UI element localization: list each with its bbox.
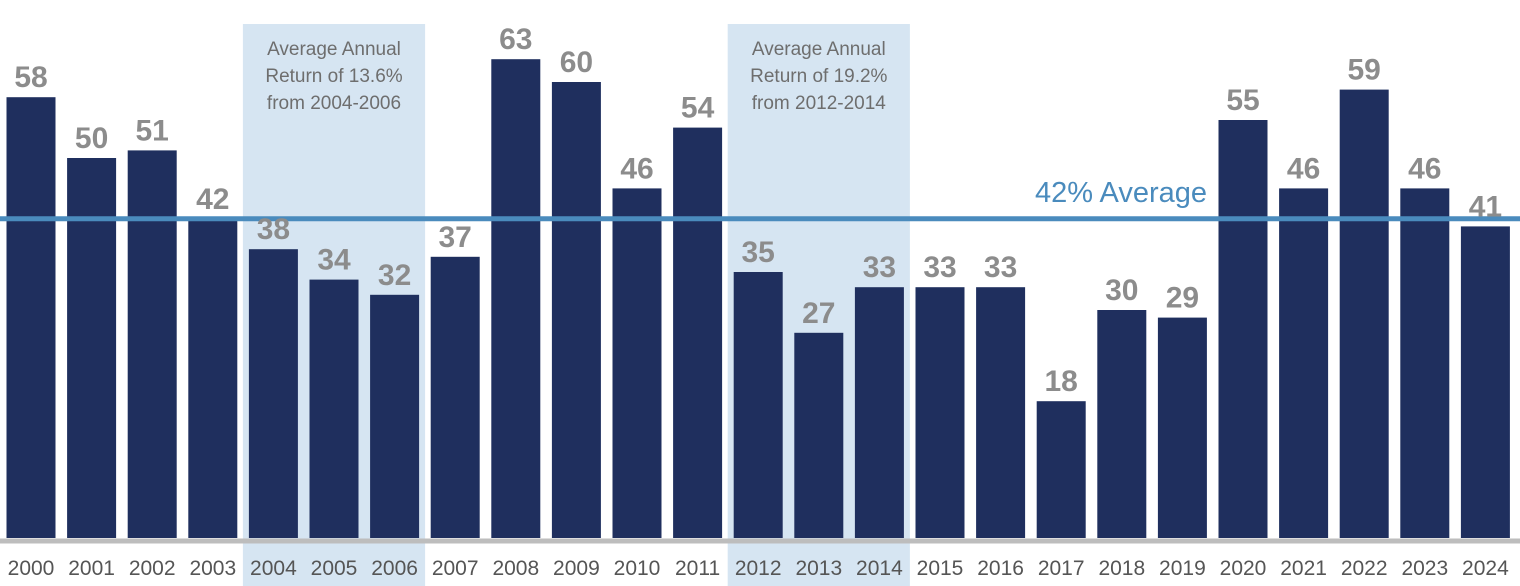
- value-label: 37: [439, 221, 472, 254]
- bar: [673, 127, 723, 538]
- highlight-annotation: Return of 13.6%: [265, 66, 402, 87]
- bar: [67, 158, 117, 538]
- x-tick-label: 2012: [735, 557, 782, 580]
- highlight-annotation: from 2012-2014: [752, 93, 887, 114]
- value-label: 35: [742, 236, 775, 269]
- value-label: 55: [1226, 84, 1259, 117]
- bar: [6, 97, 56, 538]
- value-label: 58: [14, 61, 47, 94]
- average-label: 42% Average: [1035, 177, 1207, 209]
- highlight-annotation: Average Annual: [267, 39, 401, 60]
- x-tick-label: 2023: [1401, 557, 1448, 580]
- value-label: 51: [136, 114, 169, 147]
- bar: [551, 82, 601, 538]
- x-tick-label: 2005: [311, 557, 358, 580]
- x-tick-label: 2015: [917, 557, 964, 580]
- bar: [188, 218, 238, 539]
- x-tick-label: 2021: [1280, 557, 1327, 580]
- highlight-annotation: Return of 19.2%: [750, 66, 887, 87]
- value-label: 33: [863, 251, 896, 284]
- bar: [1400, 188, 1450, 538]
- value-label: 34: [317, 244, 351, 277]
- bar: [915, 287, 965, 538]
- bar: [248, 249, 298, 538]
- value-label: 46: [620, 152, 653, 185]
- value-label: 59: [1348, 54, 1381, 87]
- value-label: 42: [196, 183, 229, 216]
- value-label: 46: [1408, 152, 1441, 185]
- x-tick-label: 2007: [432, 557, 479, 580]
- highlight-annotation: Average Annual: [752, 39, 886, 60]
- value-label: 27: [802, 297, 835, 330]
- value-label: 33: [923, 251, 956, 284]
- bar: [1279, 188, 1329, 538]
- x-tick-labels: 2000 2001 2002 2003 2004 2005 2006 2007 2008 2009…: [8, 557, 1509, 580]
- value-label: 50: [75, 122, 108, 155]
- bars: [6, 59, 1510, 539]
- value-label: 30: [1105, 274, 1138, 307]
- x-tick-label: 2001: [68, 557, 115, 580]
- value-label: 18: [1045, 365, 1078, 398]
- x-tick-label: 2003: [189, 557, 236, 580]
- bar: [612, 188, 662, 538]
- x-tick-label: 2018: [1098, 557, 1145, 580]
- x-tick-label: 2016: [977, 557, 1024, 580]
- bar: [309, 279, 359, 538]
- highlight-annotation: from 2004-2006: [267, 93, 401, 114]
- bar: [794, 332, 844, 538]
- x-tick-label: 2006: [371, 557, 418, 580]
- value-label: 54: [681, 92, 715, 125]
- bar: [127, 150, 177, 538]
- bar: [1097, 310, 1147, 538]
- value-label: 63: [499, 23, 532, 56]
- value-label: 60: [560, 46, 593, 79]
- bar: [976, 287, 1026, 538]
- bar: [491, 59, 541, 538]
- bar: [370, 294, 420, 538]
- bar: [430, 256, 480, 538]
- x-tick-label: 2020: [1220, 557, 1267, 580]
- x-tick-label: 2013: [795, 557, 842, 580]
- bar: [733, 272, 783, 538]
- x-tick-label: 2004: [250, 557, 297, 580]
- x-tick-label: 2014: [856, 557, 903, 580]
- value-label: 46: [1287, 152, 1320, 185]
- x-tick-label: 2017: [1038, 557, 1085, 580]
- x-tick-label: 2008: [492, 557, 539, 580]
- bar: [1036, 401, 1086, 538]
- x-tick-label: 2024: [1462, 557, 1509, 580]
- x-tick-label: 2010: [614, 557, 661, 580]
- x-tick-label: 2000: [8, 557, 55, 580]
- x-tick-label: 2002: [129, 557, 176, 580]
- bar: [1157, 317, 1207, 538]
- bar: [1339, 89, 1389, 538]
- x-tick-label: 2011: [675, 557, 720, 580]
- x-tick-label: 2019: [1159, 557, 1206, 580]
- bar: [1218, 120, 1268, 538]
- value-label: 41: [1469, 190, 1502, 223]
- value-labels: 58 50 51 42 38 34 32 37 63 60 46 54 35 27 33 33 33 18 30 29…: [14, 23, 1502, 398]
- value-label: 29: [1166, 282, 1199, 315]
- x-tick-label: 2009: [553, 557, 600, 580]
- value-label: 32: [378, 259, 411, 292]
- value-label: 38: [257, 213, 290, 246]
- value-label: 33: [984, 251, 1017, 284]
- bar: [854, 287, 904, 538]
- x-tick-label: 2022: [1341, 557, 1388, 580]
- bar: [1460, 226, 1510, 538]
